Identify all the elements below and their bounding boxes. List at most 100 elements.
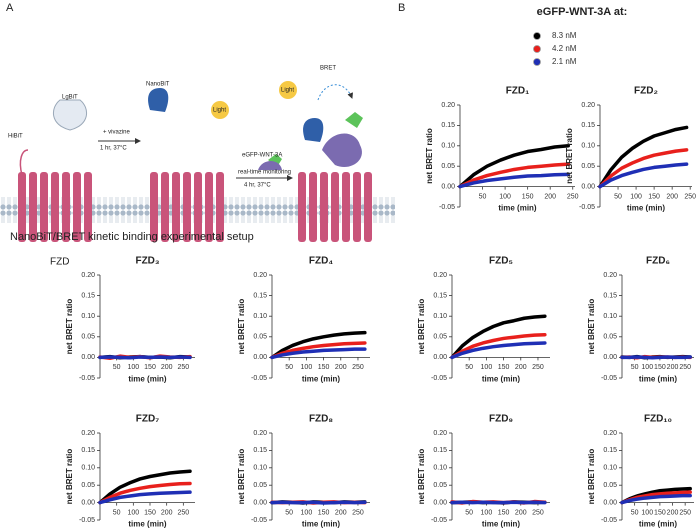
legend-label: 8.3 nM xyxy=(552,31,577,40)
series-line xyxy=(458,162,570,189)
y-tick-label: 0.00 xyxy=(603,354,617,361)
x-axis-label: time (min) xyxy=(302,375,341,384)
x-tick-label: 200 xyxy=(515,364,527,371)
legend-marker xyxy=(533,32,541,40)
egfp-shape xyxy=(345,112,363,128)
x-tick-label: 50 xyxy=(614,193,622,200)
legend-marker xyxy=(533,45,541,53)
helix xyxy=(353,172,361,242)
x-tick-label: 150 xyxy=(654,364,666,371)
x-tick-label: 100 xyxy=(481,509,493,516)
helix xyxy=(62,172,70,242)
helix xyxy=(73,172,81,242)
label: Light xyxy=(281,88,294,94)
y-tick-label: 0.10 xyxy=(581,143,595,150)
x-tick-label: 100 xyxy=(481,364,493,371)
receptors xyxy=(18,172,372,242)
y-tick-label: 0.05 xyxy=(603,334,617,341)
y-tick-label: 0.00 xyxy=(433,499,447,506)
y-axis-label: net BRET ratio xyxy=(65,299,74,355)
x-tick-label: 50 xyxy=(631,509,639,516)
label: LgBiT xyxy=(62,95,78,101)
x-axis-label: time (min) xyxy=(639,520,678,528)
y-tick-label: 0.15 xyxy=(433,292,447,299)
y-axis-label: net BRET ratio xyxy=(425,128,434,184)
y-tick-label: 0.20 xyxy=(81,430,95,437)
nanobit-shape xyxy=(303,118,324,142)
y-tick-label: 0.15 xyxy=(81,292,95,299)
chart-title: FZD₂ xyxy=(634,86,658,97)
x-tick-label: 200 xyxy=(161,509,173,516)
label: 4 hr, 37°C xyxy=(244,183,271,189)
x-tick-label: 250 xyxy=(177,509,189,516)
y-tick-label: 0.15 xyxy=(253,292,267,299)
helix xyxy=(172,172,180,242)
helix xyxy=(320,172,328,242)
y-tick-label: 0.15 xyxy=(603,447,617,454)
y-tick-label: 0.15 xyxy=(441,122,455,129)
light-icon xyxy=(279,81,297,99)
x-tick-label: 150 xyxy=(318,509,330,516)
y-tick-label: -0.05 xyxy=(251,517,267,524)
x-axis-label: time (min) xyxy=(302,520,341,528)
x-tick-label: 50 xyxy=(465,364,473,371)
x-tick-label: 100 xyxy=(641,364,653,371)
x-tick-label: 250 xyxy=(679,509,691,516)
y-tick-label: 0.10 xyxy=(603,313,617,320)
helix xyxy=(216,172,224,242)
series-line xyxy=(620,355,692,360)
y-tick-label: 0.20 xyxy=(441,102,455,109)
series-line xyxy=(598,148,689,189)
label: NanoBiT xyxy=(146,82,170,88)
chart-title: FZD₉ xyxy=(489,414,513,425)
bret-arrow xyxy=(317,84,353,101)
y-tick-label: 0.00 xyxy=(253,499,267,506)
x-tick-label: 250 xyxy=(567,193,579,200)
x-tick-label: 50 xyxy=(631,364,639,371)
helix xyxy=(18,172,26,242)
legend-title: eGFP-WNT-3A at: xyxy=(537,6,628,18)
x-tick-label: 250 xyxy=(684,193,696,200)
series-line xyxy=(598,162,689,189)
x-axis-label: time (min) xyxy=(498,204,537,213)
y-tick-label: 0.10 xyxy=(253,465,267,472)
label: BRET xyxy=(320,66,336,72)
series-line xyxy=(450,341,547,360)
x-tick-label: 50 xyxy=(285,364,293,371)
y-tick-label: 0.05 xyxy=(603,482,617,489)
series-line xyxy=(598,125,689,189)
y-tick-label: 0.00 xyxy=(81,354,95,361)
label: FZD xyxy=(50,257,69,268)
series-line xyxy=(270,500,367,505)
caption: NanoBiT/BRET kinetic binding experimenta… xyxy=(10,231,254,243)
y-axis-label: net BRET ratio xyxy=(237,449,246,505)
y-tick-label: 0.05 xyxy=(581,163,595,170)
hibit-tag xyxy=(19,149,29,176)
y-tick-label: -0.05 xyxy=(251,375,267,382)
y-tick-label: -0.05 xyxy=(439,204,455,211)
y-tick-label: 0.00 xyxy=(441,183,455,190)
y-tick-label: -0.05 xyxy=(431,375,447,382)
x-axis-label: time (min) xyxy=(627,204,666,213)
y-tick-label: 0.20 xyxy=(81,272,95,279)
x-tick-label: 100 xyxy=(641,509,653,516)
series-line xyxy=(98,490,192,505)
y-tick-label: 0.20 xyxy=(603,272,617,279)
y-tick-label: 0.05 xyxy=(253,482,267,489)
label: HiBiT xyxy=(8,134,23,140)
y-axis-label: net BRET ratio xyxy=(587,449,596,505)
series-line xyxy=(270,330,367,360)
series-line xyxy=(270,347,367,360)
y-tick-label: 0.15 xyxy=(253,447,267,454)
x-tick-label: 150 xyxy=(498,364,510,371)
label: eGFP-WNT-3A xyxy=(242,153,282,159)
x-axis-label: time (min) xyxy=(128,375,167,384)
helix xyxy=(183,172,191,242)
helix xyxy=(331,172,339,242)
x-tick-label: 200 xyxy=(515,509,527,516)
x-tick-label: 250 xyxy=(679,364,691,371)
x-tick-label: 200 xyxy=(667,509,679,516)
setup-schematic: A HiBiT LgBiT + vivazine 1 hr, 37°C Nano… xyxy=(0,2,395,268)
x-axis-label: time (min) xyxy=(482,520,521,528)
legend-label: 4.2 nM xyxy=(552,44,577,53)
